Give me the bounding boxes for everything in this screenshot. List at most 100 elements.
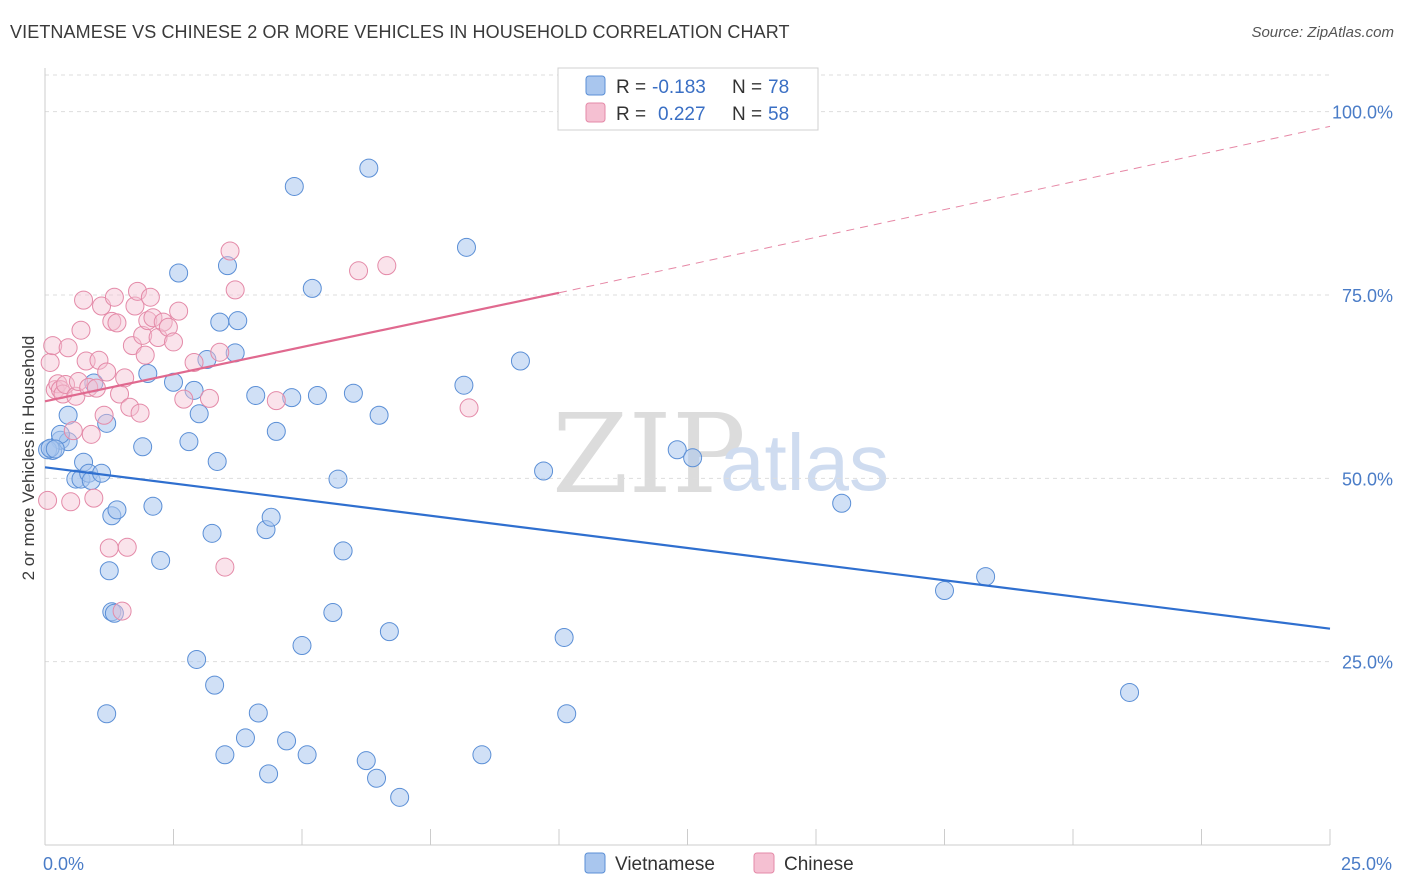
chinese-point — [58, 338, 78, 358]
chinese-point — [94, 405, 114, 425]
vietnamese-point — [359, 158, 379, 178]
chinese-point — [38, 490, 58, 510]
chinese-point — [349, 261, 369, 281]
chinese-point — [266, 391, 286, 411]
chinese-point — [68, 372, 88, 392]
vietnamese-point — [207, 451, 227, 471]
vietnamese-point — [58, 405, 78, 425]
vietnamese-point — [202, 523, 222, 543]
vietnamese-point — [343, 383, 363, 403]
legend-n-value-chinese: 58 — [768, 104, 789, 125]
y-tick-label-0: 25.0% — [1342, 653, 1393, 673]
vietnamese-point — [323, 603, 343, 623]
vietnamese-point — [333, 541, 353, 561]
gridlines — [45, 74, 1330, 663]
vietnamese-point — [683, 448, 703, 468]
chinese-point — [89, 350, 109, 370]
chinese-point — [74, 290, 94, 310]
vietnamese-point — [282, 388, 302, 408]
vietnamese-point — [976, 567, 996, 587]
chart-title: VIETNAMESE VS CHINESE 2 OR MORE VEHICLES… — [10, 22, 790, 42]
vietnamese-point — [297, 745, 317, 765]
trend-line-chinese — [44, 291, 560, 403]
vietnamese-point — [266, 421, 286, 441]
legend-r-label-vietnamese: R = — [616, 77, 646, 98]
bottom-legend-swatch-chinese — [753, 852, 775, 874]
chinese-point — [164, 332, 183, 352]
vietnamese-point — [292, 636, 312, 656]
vietnamese-point — [259, 764, 279, 784]
chinese-point — [122, 336, 142, 356]
vietnamese-point — [107, 500, 127, 520]
chinese-point — [184, 352, 204, 372]
legend-n-value-vietnamese: 78 — [768, 77, 789, 98]
vietnamese-point — [187, 649, 207, 669]
vietnamese-point — [667, 440, 687, 460]
chinese-point — [143, 308, 163, 328]
trend-line-chinese-extension — [558, 125, 1331, 294]
correlation-legend: R = -0.183 N = 78 R = 0.227 N = 58 — [557, 67, 819, 131]
vietnamese-point — [45, 439, 65, 459]
y-tick-label-1: 50.0% — [1342, 469, 1393, 489]
vietnamese-point — [307, 385, 327, 405]
y-tick-label-3: 100.0% — [1332, 103, 1393, 123]
chinese-point — [158, 317, 178, 337]
chinese-point — [40, 352, 60, 372]
x-tick-label-min: 0.0% — [43, 854, 84, 874]
chinese-point — [459, 398, 479, 418]
chinese-point — [135, 345, 155, 365]
series-chinese-points — [38, 241, 479, 621]
chinese-point — [148, 328, 168, 348]
chinese-point — [153, 312, 173, 332]
chinese-point — [169, 301, 189, 321]
watermark-zip: ZIP — [552, 390, 746, 518]
chinese-point — [215, 557, 235, 577]
vietnamese-point — [356, 751, 376, 771]
chinese-point — [220, 241, 240, 261]
chinese-point — [84, 488, 104, 508]
chinese-point — [115, 368, 135, 388]
chinese-point — [120, 397, 140, 417]
chinese-point — [112, 601, 132, 621]
chinese-point — [174, 389, 194, 409]
vietnamese-point — [328, 469, 348, 489]
legend-n-label-chinese: N = — [732, 104, 762, 125]
bottom-legend-label-chinese: Chinese — [784, 854, 854, 875]
vietnamese-point — [510, 351, 530, 371]
vietnamese-point — [179, 432, 199, 452]
vietnamese-point — [235, 728, 255, 748]
legend-n-label-vietnamese: N = — [732, 77, 762, 98]
y-axis-label: 2 or more Vehicles in Household — [19, 336, 38, 581]
vietnamese-point — [205, 675, 225, 695]
vietnamese-point — [472, 745, 492, 765]
vietnamese-point — [97, 413, 117, 433]
chinese-point — [199, 388, 219, 408]
bottom-legend-swatch-vietnamese — [584, 852, 606, 874]
legend-swatch-chinese — [585, 102, 606, 123]
chinese-point — [133, 325, 153, 345]
vietnamese-point — [284, 176, 304, 196]
chinese-point — [63, 421, 83, 441]
legend-r-value-vietnamese: -0.183 — [652, 77, 706, 98]
legend-swatch-vietnamese — [585, 75, 606, 96]
vietnamese-point — [554, 627, 574, 647]
y-tick-labels: 25.0% 50.0% 75.0% 100.0% — [1332, 103, 1393, 673]
vietnamese-point — [369, 405, 389, 425]
y-tick-label-2: 75.0% — [1342, 286, 1393, 306]
vietnamese-point — [99, 561, 119, 581]
vietnamese-point — [379, 622, 399, 642]
series-vietnamese-points — [38, 158, 1140, 807]
chinese-point — [107, 313, 127, 333]
chinese-point — [104, 287, 124, 307]
legend-r-label-chinese: R = — [616, 104, 646, 125]
chinese-point — [225, 280, 245, 300]
vietnamese-point — [248, 703, 268, 723]
chinese-point — [140, 287, 160, 307]
vietnamese-point — [261, 507, 281, 527]
source-label: Source: ZipAtlas.com — [1251, 24, 1394, 41]
vietnamese-point — [104, 603, 124, 623]
trend-line-vietnamese — [44, 466, 1331, 630]
chinese-point — [130, 403, 150, 423]
vietnamese-point — [302, 278, 322, 298]
vietnamese-point — [557, 704, 577, 724]
